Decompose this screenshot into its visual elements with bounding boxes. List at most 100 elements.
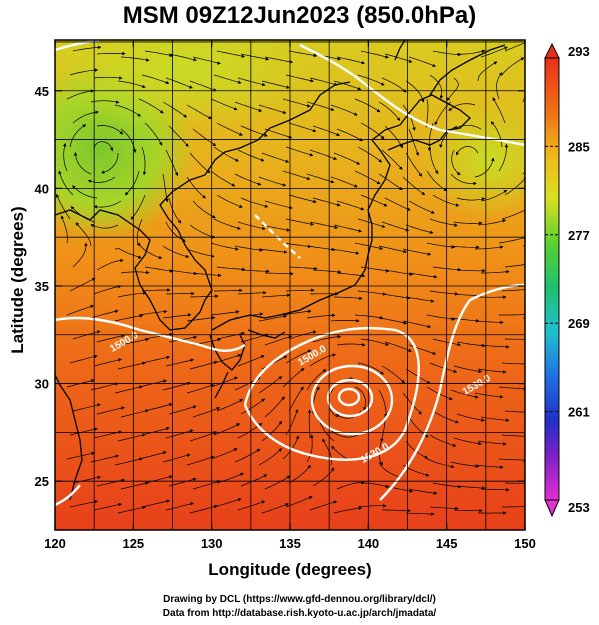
streamline (384, 341, 413, 352)
streamline (93, 200, 122, 209)
streamline (288, 464, 311, 484)
streamline (141, 74, 170, 85)
streamline (213, 74, 242, 84)
streamline (331, 430, 359, 438)
streamline (210, 376, 238, 388)
streamline (87, 176, 116, 184)
streamline (357, 290, 387, 296)
streamline (58, 170, 74, 196)
streamline (312, 197, 341, 207)
streamlines (56, 42, 540, 516)
streamline (168, 197, 182, 224)
streamline (309, 221, 339, 229)
streamline (429, 218, 458, 227)
streamline (529, 101, 540, 126)
streamline (448, 103, 476, 111)
streamline (317, 417, 335, 442)
streamline (434, 101, 452, 126)
coast-honshu (211, 139, 391, 331)
streamline (213, 423, 241, 436)
streamline (69, 124, 87, 148)
streamline (477, 61, 498, 82)
streamline (66, 304, 95, 316)
streamline (261, 293, 291, 298)
streamline (450, 245, 480, 250)
streamline (124, 170, 140, 196)
streamline (165, 221, 186, 242)
streamline (210, 98, 238, 111)
streamline (474, 320, 504, 325)
streamline (453, 221, 483, 225)
streamline (240, 269, 270, 274)
streamline (264, 475, 291, 490)
streamline (120, 409, 149, 418)
streamline (354, 170, 381, 185)
streamline (189, 294, 219, 298)
streamline (336, 343, 366, 347)
streamline (429, 506, 459, 511)
streamline (264, 396, 285, 418)
colorbar-tick-label: 261 (568, 405, 590, 420)
streamline (258, 376, 283, 394)
axis-tick-marks (54, 40, 526, 530)
streamline (456, 485, 486, 490)
streamline (378, 461, 402, 479)
streamline (504, 42, 525, 52)
streamline (213, 288, 243, 293)
streamline (381, 293, 411, 300)
y-tick-label: 30 (35, 377, 49, 392)
streamline (138, 242, 163, 259)
colorbar-tick-label: 285 (568, 139, 590, 154)
streamline (378, 101, 401, 122)
streamline (378, 389, 388, 418)
streamline (526, 124, 536, 150)
streamline (258, 314, 288, 322)
streamline (90, 454, 119, 463)
streamline (408, 488, 438, 495)
colorbar-tick-label: 277 (568, 228, 590, 243)
streamline (114, 457, 143, 466)
streamline (333, 224, 362, 233)
colorbar-tick-label: 269 (568, 316, 590, 331)
streamline (285, 146, 314, 157)
streamline (93, 141, 114, 152)
streamline (456, 269, 486, 273)
streamline (474, 464, 504, 469)
x-tick-label: 145 (436, 536, 458, 551)
streamline (90, 382, 119, 391)
streamline (450, 389, 479, 399)
colorbar-tick-label: 293 (568, 44, 590, 59)
y-tick-label: 25 (35, 474, 49, 489)
streamline (357, 146, 383, 163)
streamline (282, 309, 312, 316)
streamline (306, 245, 336, 252)
coastlines (55, 40, 506, 501)
streamline (189, 504, 218, 514)
contour-1500-loop (243, 326, 420, 461)
streamline (354, 386, 367, 411)
streamline (282, 242, 312, 249)
streamline (499, 312, 525, 317)
streamline (405, 80, 425, 103)
streamline (162, 453, 191, 463)
streamline (258, 448, 282, 466)
streamline (189, 360, 218, 370)
streamline (162, 245, 190, 258)
streamline (381, 77, 407, 93)
streamline (330, 318, 360, 323)
streamline (312, 269, 342, 274)
streamline (210, 310, 240, 316)
streamline (71, 185, 98, 199)
axis-tick-labels: 120 125 130 135 140 145 150 25 30 35 40 45 (35, 84, 536, 551)
streamline (141, 499, 170, 508)
streamline (264, 128, 293, 139)
streamline (408, 272, 438, 279)
streamline (282, 98, 311, 108)
streamline (264, 335, 293, 346)
streamline (93, 502, 123, 511)
streamline (336, 200, 365, 211)
streamline (162, 101, 188, 118)
coast-ryukyu (214, 371, 229, 399)
streamline (72, 475, 101, 484)
